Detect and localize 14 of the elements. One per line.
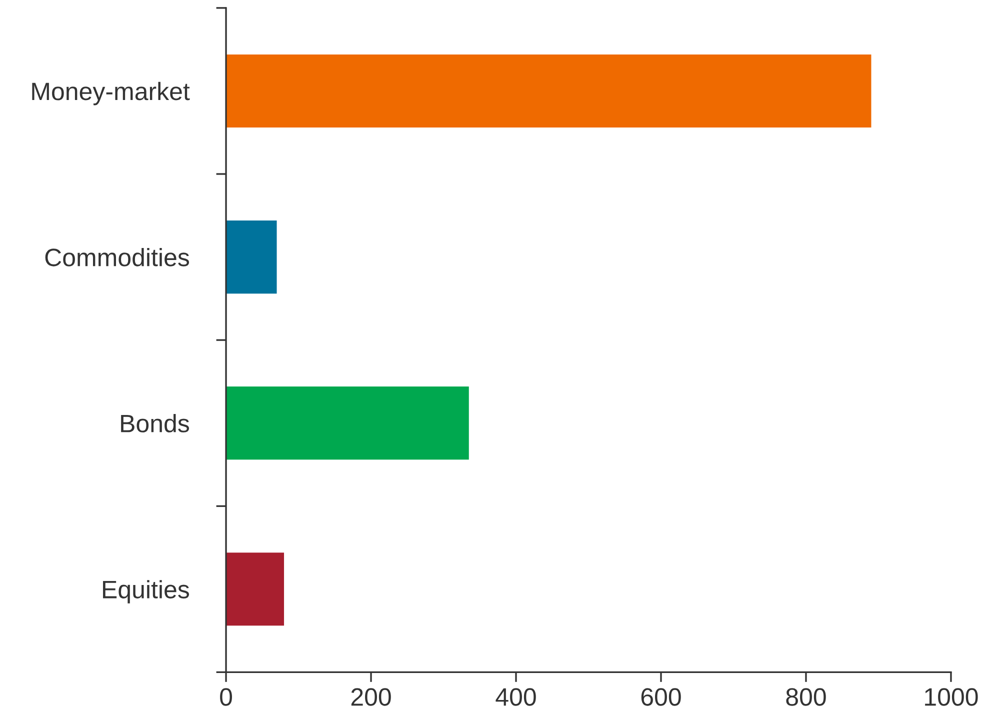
bar	[226, 552, 284, 626]
x-tick-label: 1000	[925, 688, 978, 706]
x-tick-label: 600	[641, 688, 681, 706]
bar	[226, 54, 872, 128]
x-tick-label: 200	[351, 688, 391, 706]
x-tick-label: 400	[496, 688, 536, 706]
x-tick-label: 0	[220, 688, 232, 706]
y-tick-label: Money-market	[32, 82, 190, 106]
bar	[226, 386, 469, 460]
y-tick-label: Commodities	[45, 248, 190, 266]
y-tick-label: Bonds	[121, 414, 190, 432]
bar	[226, 220, 277, 294]
y-tick-label: Equities	[103, 580, 190, 604]
x-tick-label: 800	[786, 688, 826, 706]
